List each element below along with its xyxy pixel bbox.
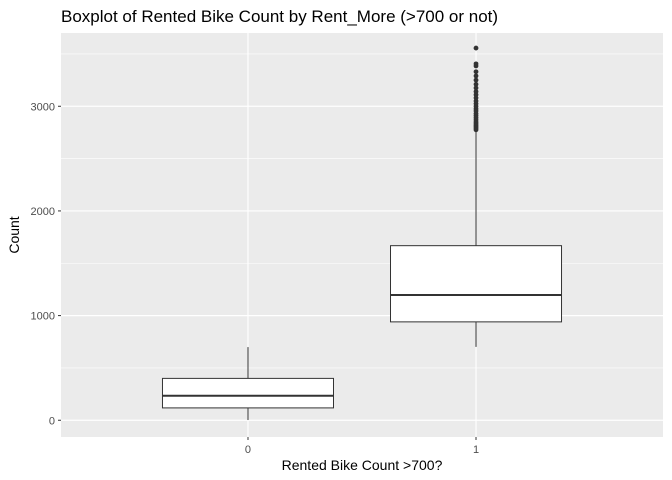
outlier-point bbox=[473, 61, 479, 67]
boxes-layer bbox=[161, 45, 563, 421]
outlier-point bbox=[473, 85, 479, 91]
outlier-point bbox=[473, 81, 479, 87]
box bbox=[390, 245, 563, 323]
y-tick-label: 2000 bbox=[31, 206, 55, 218]
outlier-point bbox=[473, 89, 479, 95]
outlier-point bbox=[473, 73, 479, 79]
x-tick-label: 0 bbox=[245, 444, 251, 456]
y-tick-label: 3000 bbox=[31, 101, 55, 113]
y-tick-label: 0 bbox=[49, 415, 55, 427]
y-tick-label: 1000 bbox=[31, 311, 55, 323]
x-tick-label: 1 bbox=[473, 444, 479, 456]
box-group-0 bbox=[161, 347, 334, 421]
minor-gridlines bbox=[61, 53, 663, 369]
box-group-1 bbox=[390, 45, 563, 347]
x-axis-title: Rented Bike Count >700? bbox=[282, 457, 443, 473]
outlier-point bbox=[473, 77, 479, 83]
box bbox=[161, 377, 334, 409]
outlier-point bbox=[473, 69, 479, 75]
plot-panel bbox=[61, 33, 663, 437]
y-axis-ticks: 0 1000 2000 3000 bbox=[31, 101, 61, 427]
outlier-point bbox=[473, 45, 479, 51]
y-axis-title: Count bbox=[6, 216, 22, 253]
chart-title: Boxplot of Rented Bike Count by Rent_Mor… bbox=[61, 7, 498, 26]
